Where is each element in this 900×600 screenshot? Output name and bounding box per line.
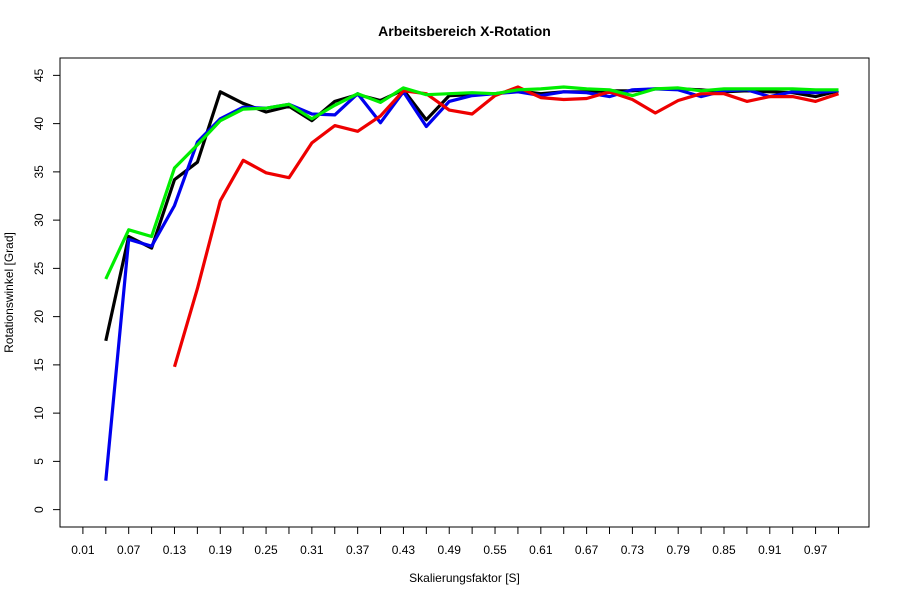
x-tick-label: 0.19 [209,543,233,557]
x-tick-label: 0.73 [621,543,645,557]
x-tick-label: 0.25 [254,543,278,557]
series-line-3 [172,85,840,368]
x-tick-label: 0.97 [804,543,828,557]
x-tick-label: 0.13 [163,543,187,557]
plot-frame [59,57,870,528]
x-tick-label: 0.01 [71,543,95,557]
y-tick-label: 15 [32,358,46,372]
series-line-2 [104,87,839,481]
y-tick-label: 25 [32,261,46,275]
x-tick-label: 0.49 [438,543,462,557]
x-tick-label: 0.91 [758,543,782,557]
y-axis-title: Rotationswinkel [Grad] [2,232,16,353]
x-tick-label: 0.31 [300,543,324,557]
y-axis: 0 5 10 15 20 25 30 35 40 45 [32,68,61,513]
chart-title: Arbeitsbereich X-Rotation [378,23,551,39]
series-lines [104,85,840,481]
x-tick-label: 0.79 [667,543,691,557]
y-tick-label: 40 [32,117,46,131]
x-tick-label: 0.07 [117,543,141,557]
x-tick-label: 0.43 [392,543,416,557]
y-tick-label: 20 [32,310,46,324]
y-tick-label: 35 [32,165,46,179]
x-axis: 0.01 0.07 0.13 0.19 0.25 0.31 0.37 0.43 0.49 0.55… [71,526,839,557]
x-tick-label: 0.61 [529,543,553,557]
x-axis-title: Skalierungsfaktor [S] [409,571,520,585]
x-tick-label: 0.37 [346,543,370,557]
series-line-4 [104,85,839,280]
y-tick-label: 10 [32,406,46,420]
y-tick-label: 45 [32,68,46,82]
x-tick-label: 0.85 [712,543,736,557]
y-tick-label: 0 [32,506,46,513]
x-tick-label: 0.67 [575,543,599,557]
y-tick-label: 5 [32,458,46,465]
x-tick-label: 0.55 [483,543,507,557]
y-tick-label: 30 [32,213,46,227]
